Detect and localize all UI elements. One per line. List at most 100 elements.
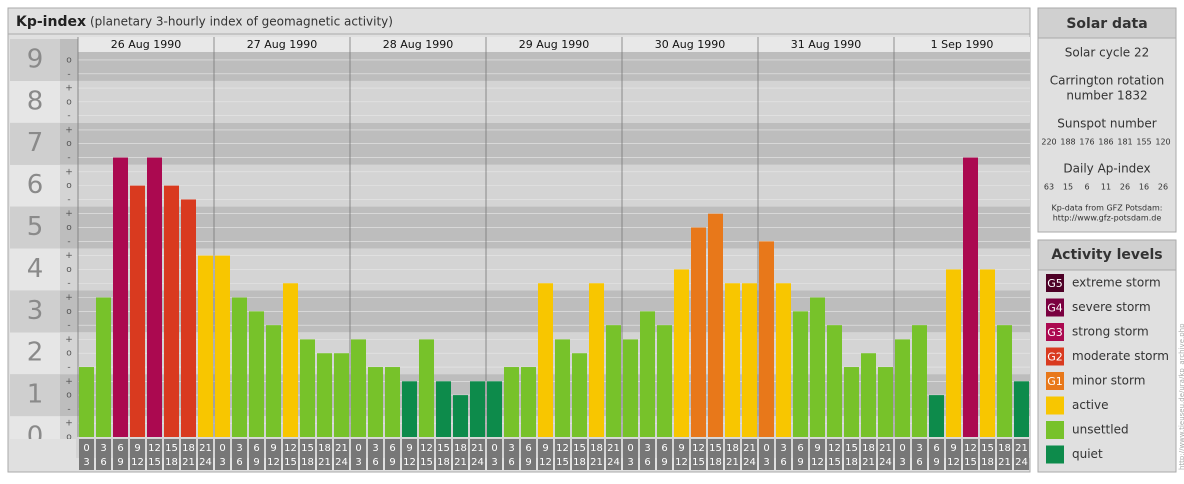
hour-label: 6 (389, 443, 395, 454)
bar (300, 339, 315, 437)
hour-label: 18 (454, 443, 467, 454)
hour-box (198, 439, 213, 470)
minor-tick-label: - (67, 195, 70, 205)
hour-box (79, 439, 94, 470)
hour-label: 9 (253, 457, 259, 468)
hour-box (674, 439, 689, 470)
hour-box (810, 439, 825, 470)
label-cell (10, 80, 60, 123)
bar (198, 255, 213, 437)
hour-label: 12 (403, 457, 416, 468)
hour-label: 12 (539, 457, 552, 468)
level-swatch (1046, 396, 1064, 415)
bar (844, 367, 859, 437)
hour-box (759, 439, 774, 470)
bar (793, 311, 808, 437)
label-cell (10, 39, 60, 81)
hour-label: 3 (355, 457, 361, 468)
bar (436, 381, 451, 437)
hour-label: 24 (1015, 457, 1028, 468)
bar (623, 339, 638, 437)
bar (266, 325, 281, 437)
hour-label: 12 (420, 443, 433, 454)
hour-label: 12 (267, 457, 280, 468)
hour-label: 18 (437, 457, 450, 468)
bar (113, 157, 128, 437)
hour-box (861, 439, 876, 470)
hour-box (283, 439, 298, 470)
hour-label: 15 (573, 443, 586, 454)
level-swatch (1046, 445, 1064, 464)
minor-tick-label: + (65, 125, 73, 135)
hour-box (181, 439, 196, 470)
hour-label: 18 (318, 443, 331, 454)
minor-tick-label: o (66, 55, 72, 65)
day-label: 31 Aug 1990 (791, 38, 861, 51)
ap-value: 26 (1120, 183, 1130, 192)
bar (96, 297, 111, 437)
bar (742, 283, 757, 437)
level-label: quiet (1072, 447, 1103, 461)
hour-label: 6 (797, 443, 803, 454)
hour-label: 6 (644, 457, 650, 468)
hour-label: 3 (916, 443, 922, 454)
hour-label: 3 (491, 457, 497, 468)
bar (215, 255, 230, 437)
minor-tick-label: o (66, 139, 72, 149)
minor-tick-label: o (66, 433, 72, 443)
level-label: unsettled (1072, 423, 1129, 437)
hour-label: 12 (675, 457, 688, 468)
ap-value: 26 (1158, 183, 1168, 192)
hour-label: 3 (83, 457, 89, 468)
sunspot-value: 188 (1060, 138, 1075, 147)
hour-label: 18 (301, 457, 314, 468)
bar (980, 269, 995, 437)
hour-label: 21 (607, 443, 620, 454)
bar (929, 395, 944, 437)
y-tick-label: 1 (27, 380, 44, 410)
hour-box (657, 439, 672, 470)
hour-box (878, 439, 893, 470)
minor-tick-label: + (65, 84, 73, 94)
day-label: 28 Aug 1990 (383, 38, 453, 51)
hour-label: 12 (947, 457, 960, 468)
hour-label: 15 (556, 457, 569, 468)
hour-label: 18 (709, 457, 722, 468)
hour-label: 15 (148, 457, 161, 468)
hour-box (96, 439, 111, 470)
hour-box (895, 439, 910, 470)
hour-label: 18 (862, 443, 875, 454)
hour-label: 24 (743, 457, 756, 468)
hour-box (589, 439, 604, 470)
hour-label: 3 (219, 457, 225, 468)
bar (385, 367, 400, 437)
bar (589, 283, 604, 437)
hour-box (113, 439, 128, 470)
bar (810, 297, 825, 437)
hour-label: 12 (131, 457, 144, 468)
day-label: 30 Aug 1990 (655, 38, 725, 51)
hour-box (351, 439, 366, 470)
ap-value: 16 (1139, 183, 1149, 192)
day-label: 27 Aug 1990 (247, 38, 317, 51)
bar (538, 283, 553, 437)
hour-label: 9 (950, 443, 956, 454)
day-header (214, 37, 350, 52)
bar (79, 367, 94, 437)
sunspot-value: 120 (1155, 138, 1170, 147)
hour-label: 12 (964, 443, 977, 454)
hour-label: 3 (763, 457, 769, 468)
hour-label: 21 (879, 443, 892, 454)
side-text: Activity levels (1051, 247, 1162, 263)
hour-box (844, 439, 859, 470)
hour-label: 18 (182, 443, 195, 454)
hour-label: 9 (134, 443, 140, 454)
bar (708, 213, 723, 437)
bar (232, 297, 247, 437)
hour-label: 12 (828, 443, 841, 454)
bar (453, 395, 468, 437)
hour-label: 15 (420, 457, 433, 468)
minor-tick-label: + (65, 209, 73, 219)
level-badge: G2 (1047, 351, 1063, 364)
hour-label: 3 (899, 457, 905, 468)
